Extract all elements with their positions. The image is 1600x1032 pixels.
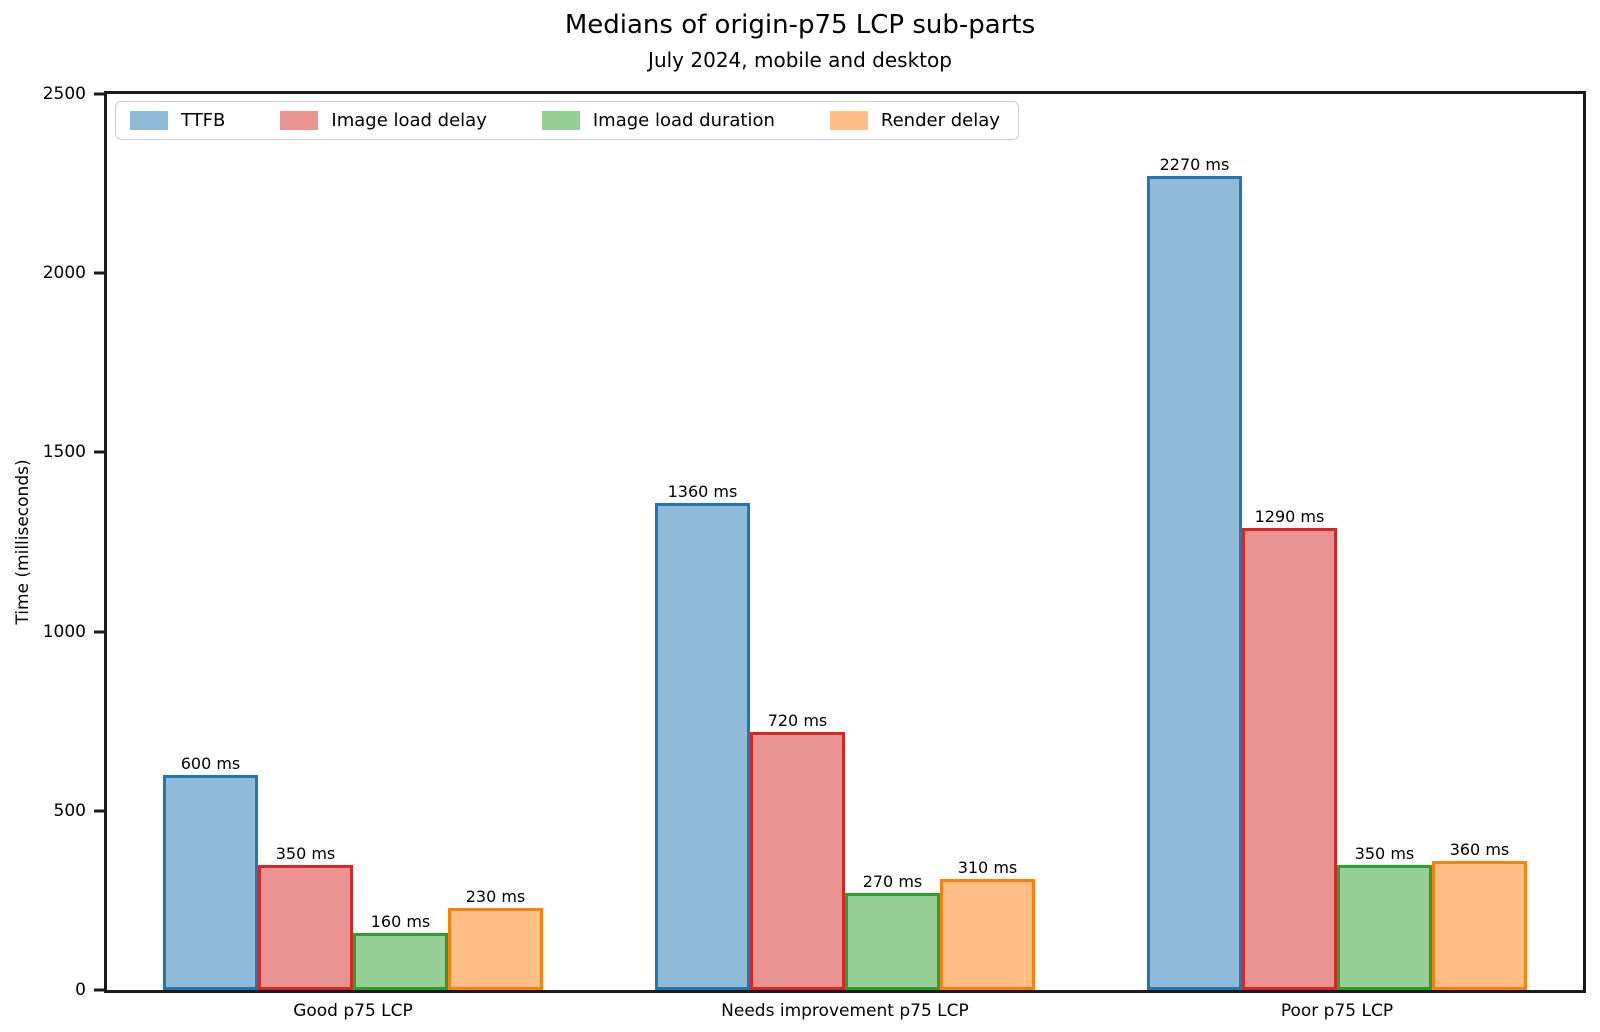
legend-label: Image load duration: [592, 110, 775, 131]
y-tick-mark: [94, 271, 104, 275]
bar-value-label: 1360 ms: [667, 481, 738, 501]
bar-value-label: 350 ms: [1354, 843, 1415, 863]
legend-item: TTFB: [130, 110, 225, 131]
bar: 310 ms: [939, 858, 1035, 990]
bar: 350 ms: [1336, 844, 1432, 990]
y-tick-label: 1000: [42, 621, 86, 642]
bar-group: 1360 ms 720 ms 270 ms 310 ms: [599, 94, 1091, 990]
y-tick-mark: [94, 809, 104, 813]
bar-value-label: 600 ms: [180, 753, 241, 773]
x-category-label: Good p75 LCP: [293, 1001, 413, 1021]
bar-value-label: 160 ms: [370, 911, 431, 931]
legend-swatch: [280, 111, 319, 130]
legend-swatch: [130, 111, 168, 130]
bar-value-label: 2270 ms: [1159, 155, 1230, 175]
y-tick-mark: [94, 630, 104, 634]
x-category-label: Poor p75 LCP: [1280, 1001, 1394, 1021]
bar: 270 ms: [844, 872, 940, 990]
bar-group: 2270 ms 1290 ms 350 ms 360 ms: [1091, 94, 1583, 990]
y-tick-label: 2500: [42, 84, 86, 104]
bar: 600 ms: [162, 754, 258, 990]
bar-value-label: 270 ms: [862, 872, 923, 892]
legend-swatch: [829, 111, 868, 130]
bar-group: 600 ms 350 ms 160 ms 230 ms: [107, 94, 599, 990]
bar: 230 ms: [447, 887, 543, 990]
legend-label: TTFB: [181, 110, 226, 131]
x-category-label: Needs improvement p75 LCP: [721, 1001, 969, 1021]
chart-title: Medians of origin-p75 LCP sub-parts: [564, 10, 1036, 40]
legend-item: Image load duration: [541, 110, 775, 131]
bar-value-label: 1290 ms: [1254, 506, 1325, 526]
chart-subtitle: July 2024, mobile and desktop: [648, 48, 952, 72]
bar: 160 ms: [352, 912, 448, 990]
legend-swatch: [541, 111, 580, 130]
bar: 1360 ms: [654, 482, 750, 990]
bar: 360 ms: [1431, 840, 1527, 990]
y-tick-label: 500: [53, 800, 86, 821]
bar-value-label: 350 ms: [275, 843, 336, 863]
plot-area: TTFB Image load delay Image load duration R…: [43, 84, 1586, 1021]
y-tick-mark: [94, 988, 104, 992]
bar: 2270 ms: [1146, 155, 1242, 990]
y-tick-label: 1500: [42, 442, 86, 463]
y-tick-label: 2000: [42, 263, 86, 284]
legend-item: Render delay: [829, 110, 1000, 131]
y-tick-mark: [94, 450, 104, 454]
legend: TTFB Image load delay Image load duration R…: [115, 101, 1019, 140]
bar: 350 ms: [257, 844, 353, 990]
bar: 720 ms: [749, 711, 845, 990]
legend-item: Image load delay: [280, 110, 487, 131]
y-axis-label: Time (milliseconds): [13, 459, 33, 625]
bar-value-label: 230 ms: [465, 886, 526, 906]
y-tick-label: 0: [75, 980, 86, 1000]
bar: 1290 ms: [1241, 507, 1337, 990]
legend-label: Image load delay: [331, 110, 487, 131]
bar-value-label: 720 ms: [767, 710, 828, 730]
y-tick-mark: [94, 92, 104, 96]
bar-value-label: 360 ms: [1449, 839, 1510, 859]
bar-value-label: 310 ms: [957, 857, 1018, 877]
legend-label: Render delay: [880, 110, 1000, 131]
